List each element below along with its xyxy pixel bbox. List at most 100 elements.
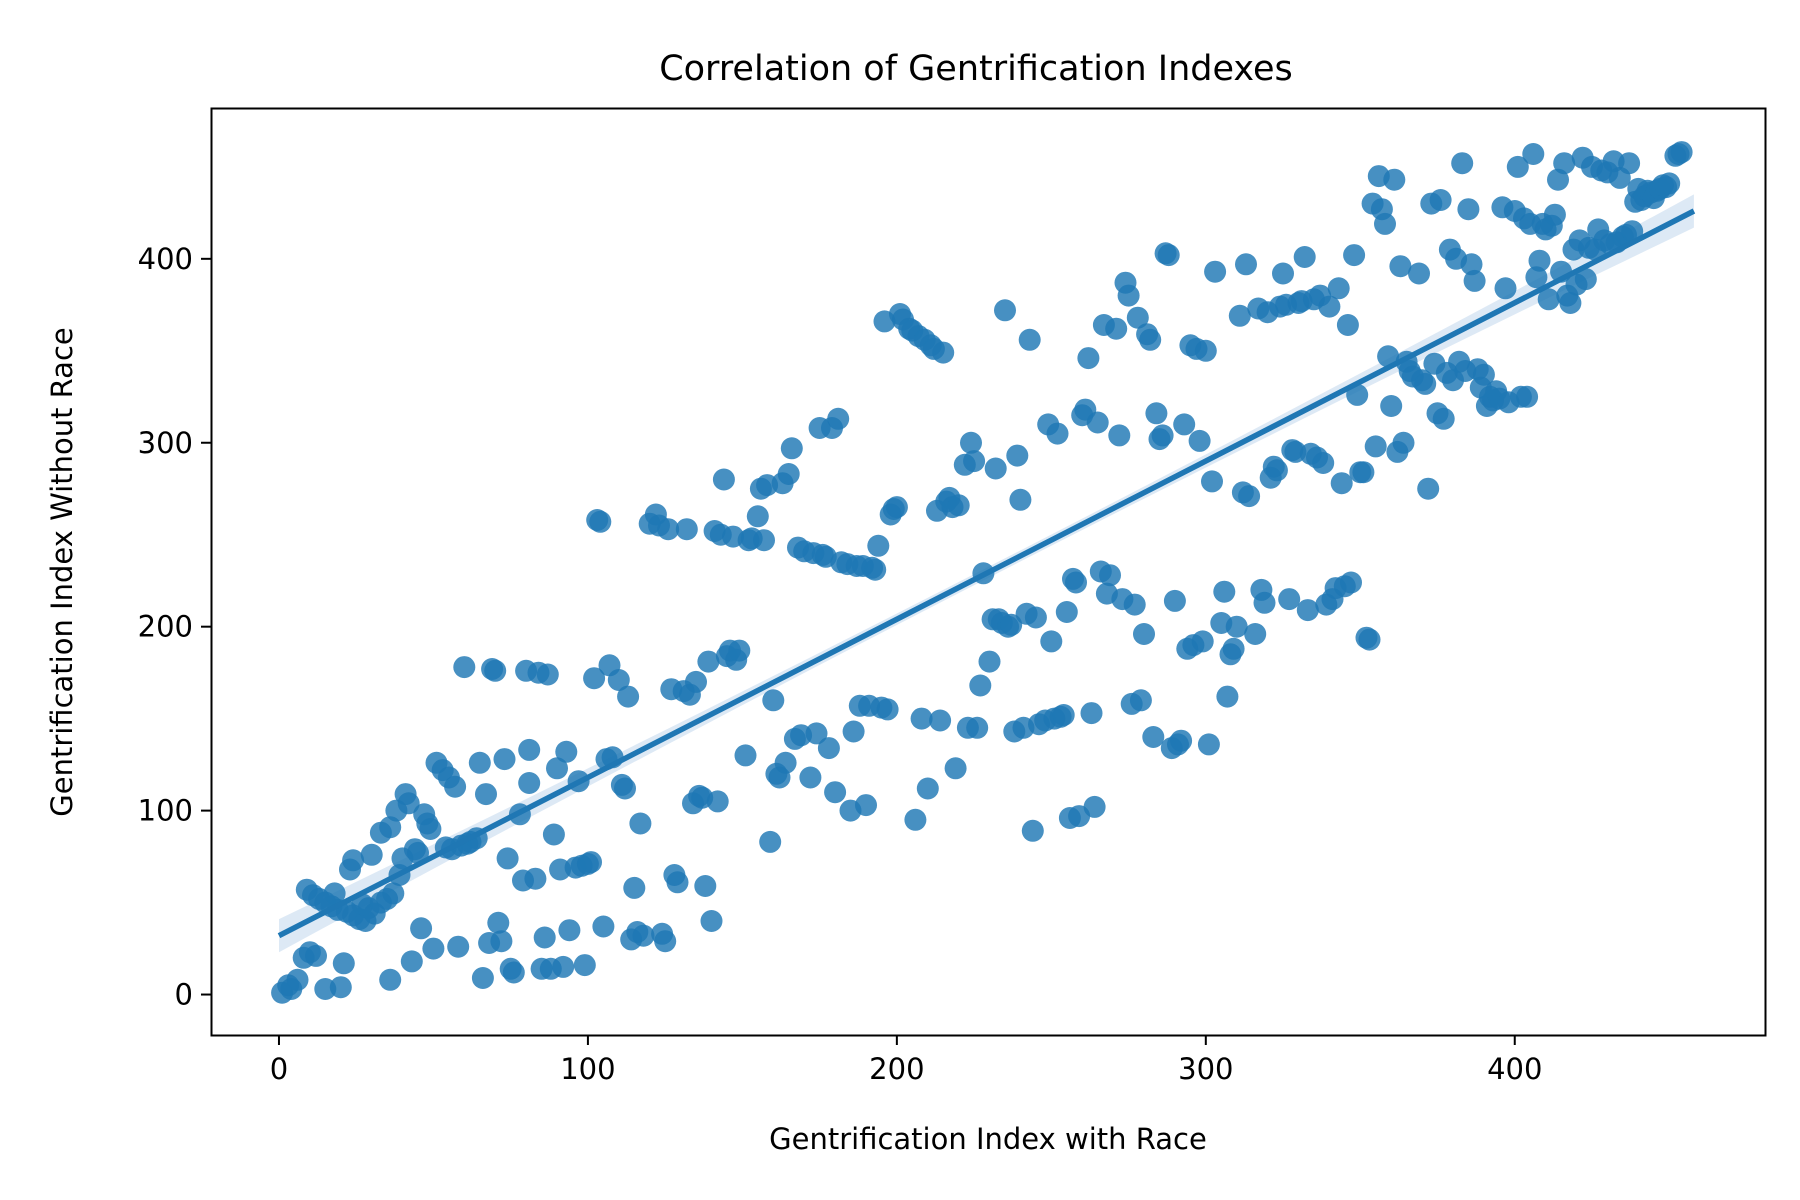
data-point [1293,246,1316,268]
data-point [1201,470,1223,493]
data-point [734,744,757,767]
data-point [1336,314,1359,336]
data-point [1129,689,1152,712]
data-point [1272,262,1294,285]
data-point [910,707,933,730]
x-axis-label: Gentrification Index with Race [769,1122,1207,1156]
x-axis-ticks: 0 100 200 300 400 [270,1035,1542,1086]
data-point [780,437,803,460]
data-point [573,954,596,977]
data-point [1080,702,1103,725]
data-point [700,910,723,932]
data-point [1389,255,1412,278]
data-point [305,944,327,967]
data-point [623,876,646,899]
data-point [1145,402,1168,425]
data-point [453,656,476,679]
data-point [332,952,355,975]
data-point [1253,591,1276,614]
data-point [484,659,507,682]
data-point [1139,328,1162,351]
data-point [1525,266,1548,289]
data-point [632,924,655,947]
data-point [589,510,612,533]
data-point [666,871,689,894]
data-point [1374,212,1396,235]
data-point [1494,277,1517,300]
data-point [1364,435,1387,458]
data-point [286,968,309,991]
data-point [654,930,677,953]
data-point [932,341,955,364]
data-point [777,463,800,485]
x-tick-label: 300 [1178,1052,1233,1086]
data-point [685,670,707,693]
data-point [929,709,952,732]
data-point [944,757,967,780]
data-point [759,830,782,853]
data-point [1083,795,1106,818]
data-point [1408,262,1430,285]
data-point [382,882,405,905]
data-point [827,407,850,430]
chart-title: Correlation of Gentrification Indexes [659,49,1293,89]
data-point [1213,580,1236,603]
data-point [1330,472,1353,495]
data-point [978,650,1001,673]
data-point [1009,488,1032,511]
data-point [1621,220,1644,243]
data-point [1235,253,1257,276]
data-point [583,667,606,690]
y-tick-label: 200 [138,610,193,644]
data-point [490,930,513,953]
data-point [1658,172,1681,195]
data-point [493,748,516,771]
data-point [675,518,698,541]
data-point [536,663,559,686]
data-point [1346,383,1369,406]
y-tick-label: 300 [138,426,193,460]
data-point [963,450,986,473]
data-point [542,823,565,846]
data-point [496,847,519,870]
data-point [1327,277,1350,300]
regression-line [277,208,1696,939]
data-point [805,722,828,745]
data-points [271,141,1693,1004]
x-tick-label: 200 [869,1052,924,1086]
data-point [1238,485,1261,508]
data-point [1318,295,1341,318]
data-point [379,816,402,839]
data-point [697,650,720,673]
data-point [1383,168,1406,191]
data-point [1472,363,1495,386]
data-point [1018,328,1041,351]
y-axis-ticks: 0 100 200 300 400 [138,242,211,1012]
data-point [518,738,541,761]
data-point [1077,347,1100,370]
data-point [1296,599,1319,622]
data-point [1191,630,1214,653]
data-point [1352,461,1375,484]
data-point [1547,168,1569,191]
data-point [746,505,769,528]
y-axis-label: Gentrification Index Without Race [45,327,79,816]
data-point [1024,606,1047,629]
data-point [1559,292,1582,314]
data-point [1432,407,1455,430]
data-point [1358,628,1381,651]
data-point [969,674,992,697]
data-point [728,639,751,662]
data-point [1163,589,1186,612]
data-point [1244,623,1267,645]
data-point [1417,477,1440,500]
data-point [1105,317,1128,340]
data-point [1108,424,1131,447]
data-point [447,935,470,958]
data-point [329,976,352,999]
y-tick-label: 100 [138,794,193,828]
x-tick-label: 400 [1487,1052,1542,1086]
data-point [876,698,899,721]
data-point [753,529,775,552]
data-point [947,494,970,517]
